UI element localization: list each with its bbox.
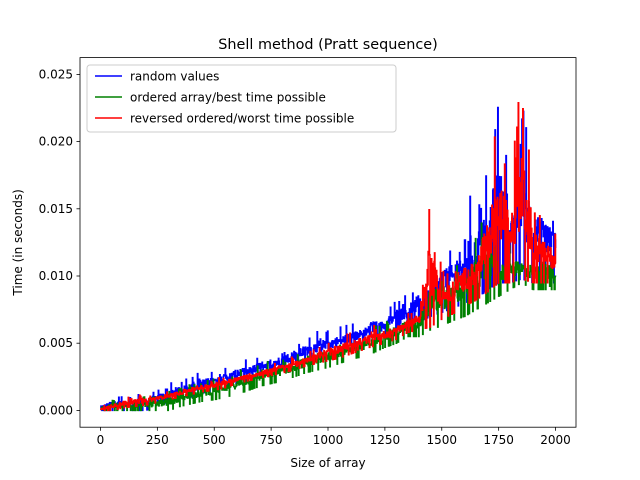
plot-area bbox=[100, 102, 557, 412]
series-line-reversed-ordered bbox=[100, 102, 557, 412]
y-tick-label: 0.010 bbox=[39, 269, 73, 283]
legend-label-ordered: ordered array/best time possible bbox=[130, 91, 326, 105]
x-tick-label: 250 bbox=[146, 433, 169, 447]
x-tick-label: 500 bbox=[203, 433, 226, 447]
x-axis: 0 250 500 750 1000 1250 1500 1750 2000 bbox=[97, 427, 571, 447]
legend-box bbox=[86, 64, 397, 133]
x-tick-label: 0 bbox=[97, 433, 105, 447]
x-tick-label: 2000 bbox=[540, 433, 571, 447]
y-tick-label: 0.020 bbox=[39, 135, 73, 149]
y-tick-label: 0.015 bbox=[39, 202, 73, 216]
x-tick-label: 1500 bbox=[426, 433, 457, 447]
y-axis: 0.000 0.005 0.010 0.015 0.020 0.025 bbox=[39, 67, 80, 417]
x-tick-label: 1750 bbox=[483, 433, 514, 447]
chart-title: Shell method (Pratt sequence) bbox=[218, 37, 437, 53]
y-axis-label: Time (in seconds) bbox=[11, 189, 25, 296]
legend: random values ordered array/best time po… bbox=[86, 64, 397, 133]
y-tick-label: 0.005 bbox=[39, 336, 73, 350]
x-axis-label: Size of array bbox=[290, 456, 365, 470]
legend-label-random: random values bbox=[130, 70, 219, 84]
legend-label-reversed: reversed ordered/worst time possible bbox=[130, 112, 354, 126]
x-tick-label: 750 bbox=[260, 433, 283, 447]
x-tick-label: 1250 bbox=[370, 433, 401, 447]
x-tick-label: 1000 bbox=[313, 433, 344, 447]
y-tick-label: 0.025 bbox=[39, 67, 73, 81]
y-tick-label: 0.000 bbox=[39, 403, 73, 417]
